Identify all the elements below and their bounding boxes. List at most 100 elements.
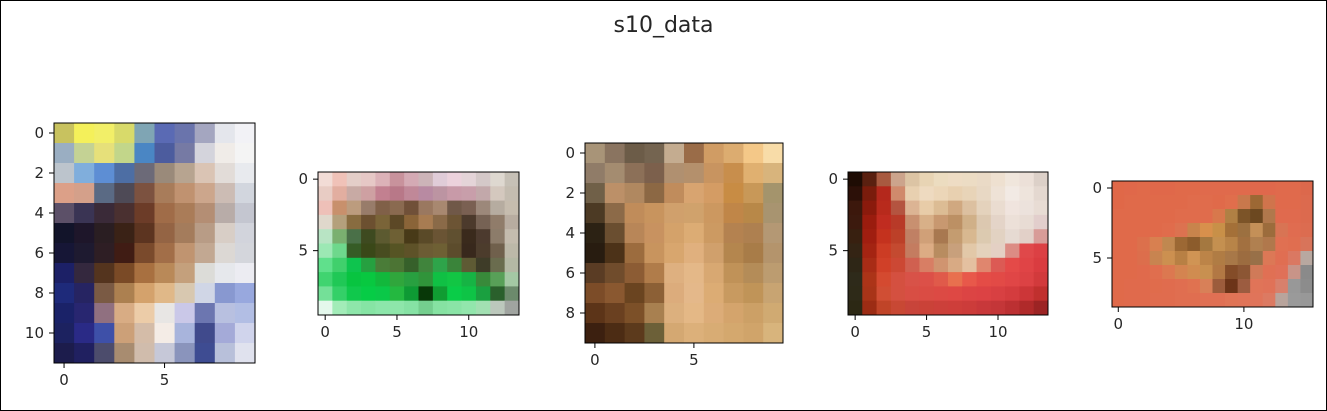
image-pixel [1149,195,1163,210]
image-pixel [74,183,95,204]
image-pixel [404,243,419,259]
image-pixel [361,172,376,187]
image-pixel [1019,229,1035,244]
image-pixel [490,214,506,230]
y-tick-label: 0 [828,170,838,188]
image-pixel [1005,200,1020,216]
image-pixel [1162,265,1176,280]
image-pixel [432,243,448,259]
image-pixel [432,300,448,316]
image-pixel [490,200,506,216]
image-pixel [174,143,196,164]
image-pixel [976,200,992,216]
image-pixel [134,243,155,264]
image-pixel [1019,200,1035,216]
image-pixel [404,186,419,201]
image-pixel [1199,195,1213,210]
image-pixel [948,200,963,216]
image-pixel [948,186,963,201]
image-pixel [604,263,625,284]
image-pixel [1237,265,1251,280]
image-pixel [1162,237,1176,252]
image-pixel [890,200,906,216]
image-pixel [1250,209,1264,224]
image-pixel [54,263,75,284]
image-pixel [990,229,1006,244]
image-pixel [684,163,705,184]
image-pixel [194,203,216,224]
y-tick-label: 8 [34,284,44,302]
image-pixel [461,214,477,230]
image-pixel [743,223,764,244]
image-pixel [1005,300,1020,316]
image-pixel [1005,172,1020,187]
image-pixel [154,223,175,244]
image-pixel [604,203,625,224]
image-pixel [848,214,863,230]
image-pixel [990,214,1006,230]
image-pixel [1275,237,1289,252]
image-pixel [404,272,419,287]
image-pixel [905,243,920,259]
image-pixel [890,286,906,302]
image-pixel [404,257,419,273]
image-pixel [404,286,419,302]
image-pixel [461,172,477,187]
image-pixel [447,257,462,273]
image-pixel [1112,279,1125,294]
image-pixel [447,172,462,187]
image-pixel [919,300,935,316]
image-pixel [318,200,333,216]
axes-frame [53,122,256,364]
image-pixel [990,272,1006,287]
image-pixel [174,343,196,364]
image-pixel [490,186,506,201]
image-pixel [461,200,477,216]
image-pixel [1137,237,1151,252]
image-pixel [890,214,906,230]
image-pixel [461,243,477,259]
image-pixel [346,172,362,187]
image-pixel [948,300,963,316]
image-pixel [1250,223,1264,238]
image-pixel [624,243,645,264]
image-pixel [684,263,705,284]
image-pixel [743,163,764,184]
image-pixel [1300,223,1314,238]
image-pixel [404,214,419,230]
image-pixel [644,223,665,244]
image-pixel [54,303,75,324]
image-pixel [174,203,196,224]
image-pixel [1162,195,1176,210]
x-tick-label: 5 [392,323,402,341]
image-pixel [134,123,155,144]
image-pixel [214,243,236,264]
image-pixel [1033,186,1049,201]
image-pixel [862,200,877,216]
image-pixel [418,229,434,244]
image-pixel [905,300,920,316]
image-pixel [1275,195,1289,210]
image-pixel [890,243,906,259]
image-pixel [862,243,877,259]
image-pixel [763,243,784,264]
image-pixel [1287,237,1301,252]
image-pixel [1300,237,1314,252]
image-pixel [1174,181,1188,196]
image-pixel [1137,279,1151,294]
image-pixel [214,143,236,164]
axes-frame [1111,180,1314,308]
image-pixel [1112,293,1125,308]
image-pixel [1174,279,1188,294]
image-pixel [604,303,625,324]
image-pixel [962,229,977,244]
image-pixel [644,283,665,304]
x-tick-label: 5 [689,351,699,369]
image-pixel [389,172,405,187]
image-pixel [664,263,685,284]
image-pixel [1149,237,1163,252]
image-pixel [585,223,606,244]
image-pixel [74,283,95,304]
image-pixel [504,300,520,316]
